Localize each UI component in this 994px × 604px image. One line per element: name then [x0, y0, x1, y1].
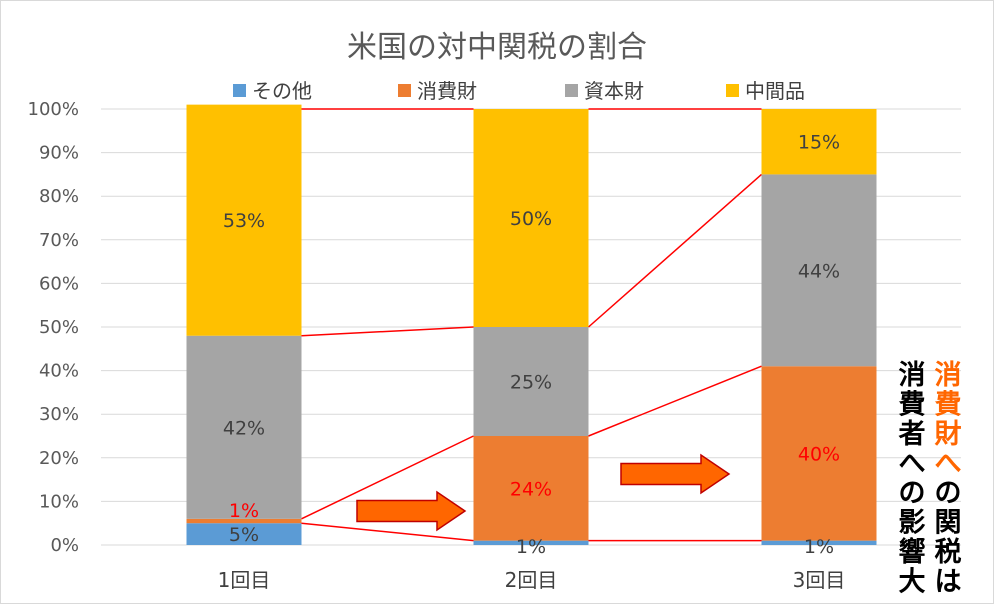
y-axis: 0% 10% 20% 30% 40% 50% 60% 70% 80% 90% 100%	[28, 99, 79, 556]
annotation-char: の	[935, 478, 962, 509]
bar-segment	[186, 523, 302, 545]
y-tick-label: 100%	[28, 99, 79, 120]
bar-segment	[473, 540, 589, 545]
bar-segment	[473, 109, 589, 327]
data-label: 1%	[516, 536, 546, 558]
annotation-char: 者	[899, 419, 926, 450]
bar-segment	[761, 109, 877, 175]
bar-segment	[473, 327, 589, 436]
y-tick-label: 0%	[50, 535, 79, 556]
y-tick-label: 80%	[39, 186, 79, 207]
legend-label: 消費財	[417, 79, 477, 103]
annotation-char: へ	[899, 449, 926, 480]
annotation-char: 消	[899, 360, 926, 391]
annotation-char: 関	[935, 508, 962, 539]
data-label: 44%	[798, 260, 840, 282]
data-label: 1%	[804, 536, 834, 558]
y-tick-label: 60%	[39, 273, 79, 294]
y-tick-label: 20%	[39, 448, 79, 469]
chart-title: 米国の対中関税の割合	[347, 30, 647, 65]
data-label: 1%	[229, 500, 259, 522]
bars	[186, 104, 877, 545]
annotation-char: 税	[935, 537, 962, 568]
bar-segment	[186, 335, 302, 519]
legend-swatch	[565, 84, 578, 97]
legend-swatch	[726, 84, 739, 97]
bar-segment	[761, 540, 877, 545]
connector-lines	[301, 108, 762, 542]
y-tick-label: 70%	[39, 230, 79, 251]
bar-segment	[186, 104, 302, 336]
legend-swatch	[398, 84, 411, 97]
annotation-char: へ	[935, 449, 962, 480]
arrow-shape	[356, 490, 467, 532]
annotation-char: 財	[935, 419, 962, 450]
connector-line	[301, 522, 474, 542]
arrow-shape	[620, 453, 731, 495]
y-tick-label: 10%	[39, 491, 79, 512]
data-label: 40%	[798, 443, 840, 465]
annotation-char: 消	[935, 360, 962, 391]
bar-segment	[761, 174, 877, 367]
annotation-char: の	[899, 478, 926, 509]
connector-line	[301, 435, 474, 520]
x-tick-label: 2回目	[505, 568, 558, 592]
y-tick-label: 90%	[39, 143, 79, 164]
bar-segment	[186, 518, 302, 524]
data-label: 53%	[223, 210, 265, 232]
data-label: 42%	[223, 417, 265, 439]
annotation-char: は	[935, 567, 962, 598]
data-label: 15%	[798, 132, 840, 154]
x-tick-label: 3回目	[793, 568, 846, 592]
legend-label: 資本財	[584, 79, 644, 103]
legend-label: 中間品	[745, 79, 805, 103]
data-label: 5%	[229, 524, 259, 546]
annotation-char: 影	[899, 508, 926, 539]
y-tick-label: 40%	[39, 361, 79, 382]
arrows	[356, 453, 731, 532]
data-label: 24%	[510, 478, 552, 500]
bar-segment	[761, 366, 877, 541]
bar-segment	[473, 436, 589, 541]
data-label: 25%	[510, 372, 552, 394]
x-tick-label: 1回目	[218, 568, 271, 592]
data-labels: 5%1%42%53%1%24%25%50%1%40%44%15%	[223, 132, 840, 558]
legend-label: その他	[252, 79, 312, 103]
y-tick-label: 50%	[39, 317, 79, 338]
connector-line	[301, 326, 474, 337]
x-axis: 1回目 2回目 3回目	[218, 568, 846, 592]
legend: その他 消費財 資本財 中間品	[233, 79, 805, 103]
annotation-char: 大	[899, 567, 926, 598]
annotation-char: 費	[899, 390, 926, 421]
connector-line	[588, 173, 762, 328]
legend-swatch	[233, 84, 246, 97]
y-tick-label: 30%	[39, 404, 79, 425]
data-label: 50%	[510, 208, 552, 230]
annotation-char: 費	[935, 390, 962, 421]
annotation-char: 響	[899, 536, 926, 568]
connector-line	[588, 365, 762, 437]
